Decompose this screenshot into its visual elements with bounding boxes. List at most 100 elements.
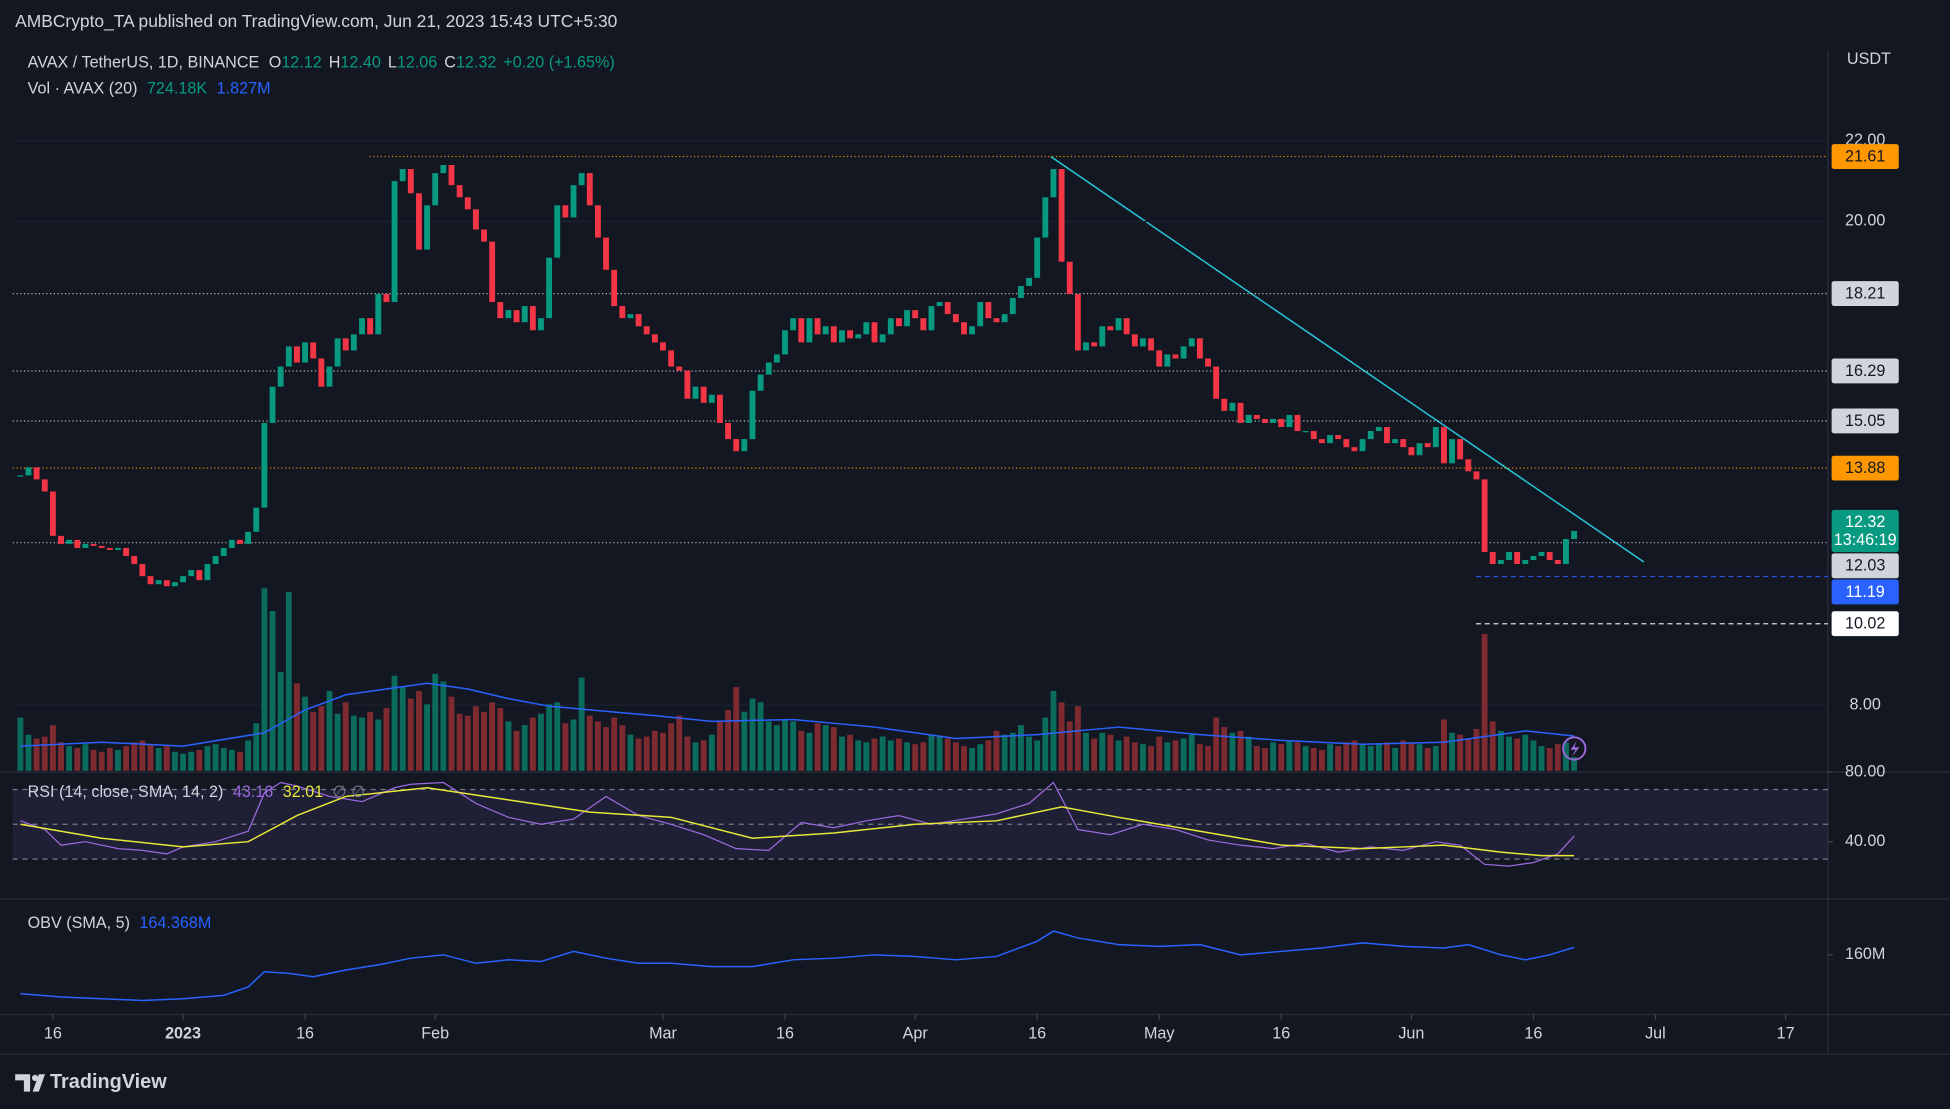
volume-bar: [749, 698, 756, 771]
candle-body: [163, 580, 170, 587]
candle-body: [1327, 435, 1333, 444]
volume-bar: [1294, 742, 1301, 771]
volume-bar: [147, 744, 154, 771]
candle-body: [969, 326, 976, 335]
candle-body: [855, 334, 862, 339]
volume-bar: [82, 744, 89, 771]
candle-body: [1530, 555, 1537, 561]
y-tick-label: 8.00: [1849, 695, 1880, 713]
candle-body: [887, 318, 894, 335]
volume-bar: [106, 748, 113, 771]
candle-body: [668, 350, 675, 367]
alert-ring[interactable]: [1562, 736, 1587, 761]
x-tick-label: 16: [44, 1025, 62, 1043]
candle-body: [1375, 427, 1382, 432]
volume-bar: [1367, 746, 1374, 771]
candle-body: [407, 169, 414, 194]
volume-bar: [407, 698, 414, 771]
candle-body: [1522, 560, 1529, 565]
volume-bar: [212, 744, 219, 771]
candle-body: [611, 269, 618, 307]
volume-bar: [253, 723, 260, 771]
candle-body: [1188, 338, 1195, 347]
volume-name: Vol · AVAX (20): [28, 80, 138, 98]
candle-body: [1091, 342, 1098, 347]
volume-bar: [399, 687, 406, 771]
candle-body: [82, 543, 89, 548]
obv-name: OBV (SMA, 5): [28, 914, 130, 932]
candle-body: [342, 338, 349, 351]
volume-bar: [684, 736, 691, 771]
volume-bar: [521, 725, 528, 771]
volume-bar: [1530, 740, 1537, 771]
candle-body: [741, 439, 748, 452]
volume-bar: [806, 732, 813, 771]
candle-body: [708, 394, 715, 403]
volume-bar: [912, 744, 919, 771]
volume-bar: [196, 749, 203, 771]
volume-bar: [993, 730, 1000, 771]
volume-bar: [74, 748, 81, 771]
x-tick-label: 16: [296, 1025, 314, 1043]
level-label: 16.29: [1831, 358, 1899, 384]
rsi-tick-label: 80.00: [1845, 762, 1885, 780]
candle-body: [1001, 314, 1008, 323]
candle-body: [41, 479, 48, 492]
volume-bar: [1554, 744, 1561, 771]
candle-body: [1497, 560, 1504, 565]
candle-body: [586, 173, 593, 206]
volume-bar: [277, 671, 284, 771]
obv-value: 164.368M: [139, 914, 211, 932]
candle-body: [676, 366, 683, 371]
volume-bar: [969, 748, 976, 771]
level-label: 15.05: [1831, 408, 1899, 434]
volume-bar: [1042, 717, 1049, 771]
volume-bar: [49, 725, 56, 771]
candle-body: [546, 257, 553, 319]
volume-bar: [505, 721, 512, 771]
candle-body: [1221, 398, 1228, 411]
candle-body: [1302, 431, 1309, 433]
candle-body: [684, 370, 691, 399]
candle-body: [106, 547, 113, 550]
volume-bar: [188, 751, 195, 771]
candle-body: [1335, 435, 1342, 440]
candle-body: [839, 330, 845, 343]
volume-bar: [25, 734, 32, 771]
candle-body: [627, 314, 634, 319]
alert-icon[interactable]: [1562, 736, 1587, 761]
volume-bar: [538, 713, 544, 771]
volume-bar: [1221, 727, 1228, 771]
volume-bar: [1286, 740, 1293, 771]
candle-body: [521, 306, 528, 323]
x-tick-label: Jul: [1645, 1025, 1666, 1043]
volume-bar: [98, 751, 105, 771]
candle-body: [1066, 261, 1073, 294]
volume-bar: [952, 742, 959, 771]
label-box: [1831, 408, 1899, 434]
candle-body: [871, 322, 878, 343]
candle-body: [58, 535, 64, 544]
candle-body: [1449, 439, 1455, 464]
volume-bar: [855, 740, 862, 771]
candle-body: [489, 241, 496, 303]
x-tick-label: May: [1144, 1025, 1175, 1043]
label-value: 21.61: [1845, 147, 1885, 165]
candle-body: [359, 318, 365, 335]
candle-body: [1294, 414, 1301, 432]
candle-body: [814, 318, 821, 335]
volume-legend: Vol · AVAX (20) 724.18K 1.827M: [28, 80, 271, 98]
candle-body: [350, 334, 357, 351]
candle-body: [1270, 418, 1277, 423]
ohlc-label: L: [388, 54, 397, 72]
alert-bolt[interactable]: [1570, 740, 1580, 758]
volume-bar: [294, 683, 300, 771]
candle-body: [131, 555, 138, 565]
volume-bar: [871, 738, 878, 771]
volume-bar: [1546, 748, 1553, 771]
volume-bar: [1083, 732, 1089, 771]
volume-bar: [798, 730, 805, 771]
volume-bar: [961, 746, 967, 771]
